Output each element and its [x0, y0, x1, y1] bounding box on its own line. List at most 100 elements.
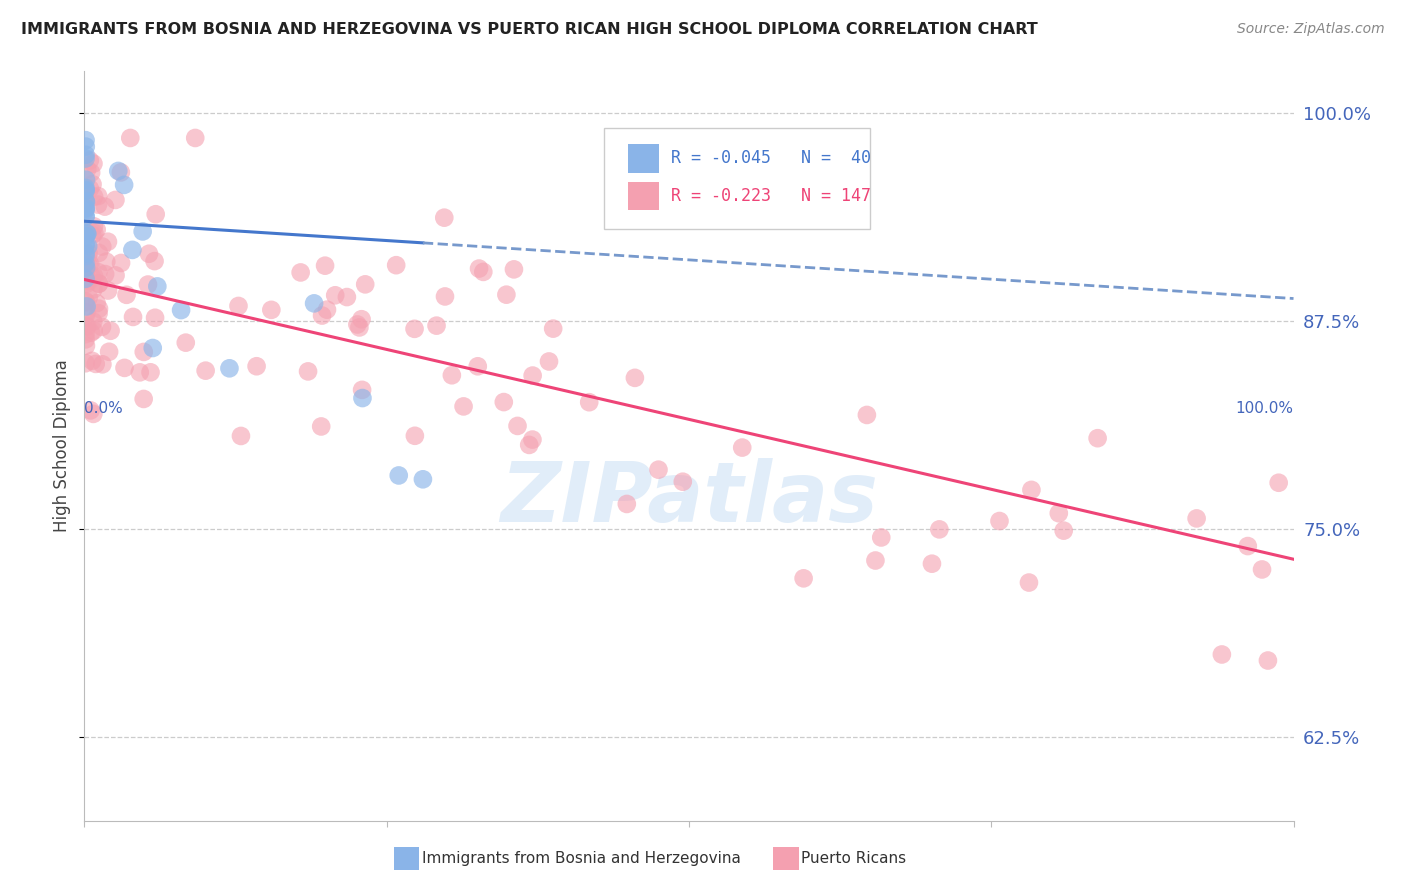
Point [506, 418, 529, 433]
Point [404, 429, 426, 443]
Point [82, 354, 104, 368]
Point [143, 254, 166, 268]
Point [228, 299, 250, 313]
Point [1087, 431, 1109, 445]
Point [75, 272, 97, 286]
Point [75, 260, 97, 275]
Point [412, 472, 434, 486]
Point [143, 310, 166, 325]
Point [75, 260, 97, 274]
Point [75, 181, 97, 195]
Point [316, 302, 339, 317]
Point [83, 268, 105, 283]
Point [139, 365, 162, 379]
Point [94, 267, 117, 281]
Point [75, 237, 97, 252]
Point [91, 319, 114, 334]
Point [146, 279, 169, 293]
Point [349, 320, 371, 334]
Point [503, 262, 526, 277]
Point [75, 244, 97, 259]
Point [350, 312, 373, 326]
Point [87, 265, 110, 279]
Point [142, 341, 165, 355]
Point [87, 197, 110, 211]
Point [425, 318, 447, 333]
Y-axis label: High School Diploma: High School Diploma [53, 359, 72, 533]
Point [77, 246, 100, 260]
Point [309, 419, 332, 434]
Point [79, 257, 101, 271]
Point [541, 321, 564, 335]
Point [97, 235, 120, 249]
Point [1047, 506, 1070, 520]
Point [145, 207, 167, 221]
Point [170, 303, 193, 318]
Text: Source: ZipAtlas.com: Source: ZipAtlas.com [1237, 22, 1385, 37]
Point [194, 364, 217, 378]
Point [336, 290, 359, 304]
Point [75, 152, 97, 166]
Point [82, 315, 104, 329]
Point [80, 326, 103, 340]
Point [75, 196, 97, 211]
Point [87, 301, 110, 316]
Point [82, 227, 104, 242]
Point [311, 309, 333, 323]
Point [75, 184, 97, 198]
FancyBboxPatch shape [605, 128, 870, 228]
Point [87, 306, 110, 320]
Point [77, 239, 100, 253]
Point [856, 408, 879, 422]
Point [1251, 562, 1274, 576]
Point [75, 272, 97, 286]
Point [75, 229, 97, 244]
Point [314, 259, 336, 273]
Point [433, 211, 456, 225]
Point [352, 383, 374, 397]
Point [76, 227, 98, 241]
Point [82, 178, 104, 192]
Point [115, 288, 138, 302]
Point [921, 557, 943, 571]
Point [87, 246, 110, 260]
Text: Immigrants from Bosnia and Herzegovina: Immigrants from Bosnia and Herzegovina [422, 851, 741, 865]
Point [121, 243, 143, 257]
Point [75, 133, 97, 147]
Point [110, 165, 132, 179]
Point [578, 395, 600, 409]
Text: ZIPatlas: ZIPatlas [501, 458, 877, 539]
Point [218, 361, 240, 376]
Point [75, 273, 97, 287]
Point [83, 219, 105, 234]
Point [495, 287, 517, 301]
Point [468, 261, 491, 276]
Point [114, 360, 136, 375]
Point [80, 166, 103, 180]
Point [290, 265, 312, 279]
Point [79, 182, 101, 196]
Point [1021, 483, 1043, 497]
Point [79, 403, 101, 417]
Point [112, 178, 135, 192]
Point [323, 288, 346, 302]
Point [75, 295, 97, 310]
Point [97, 284, 120, 298]
Point [77, 259, 100, 273]
Point [75, 356, 97, 370]
Text: IMMIGRANTS FROM BOSNIA AND HERZEGOVINA VS PUERTO RICAN HIGH SCHOOL DIPLOMA CORRE: IMMIGRANTS FROM BOSNIA AND HERZEGOVINA V… [21, 22, 1038, 37]
Point [83, 324, 105, 338]
Point [440, 368, 463, 383]
Point [988, 514, 1011, 528]
Point [75, 264, 97, 278]
Point [297, 364, 319, 378]
Point [75, 246, 97, 260]
Point [352, 391, 374, 405]
Point [83, 190, 105, 204]
Point [75, 332, 97, 346]
Point [404, 322, 426, 336]
Point [75, 173, 97, 187]
Point [75, 339, 97, 353]
Point [174, 335, 197, 350]
Point [104, 193, 127, 207]
